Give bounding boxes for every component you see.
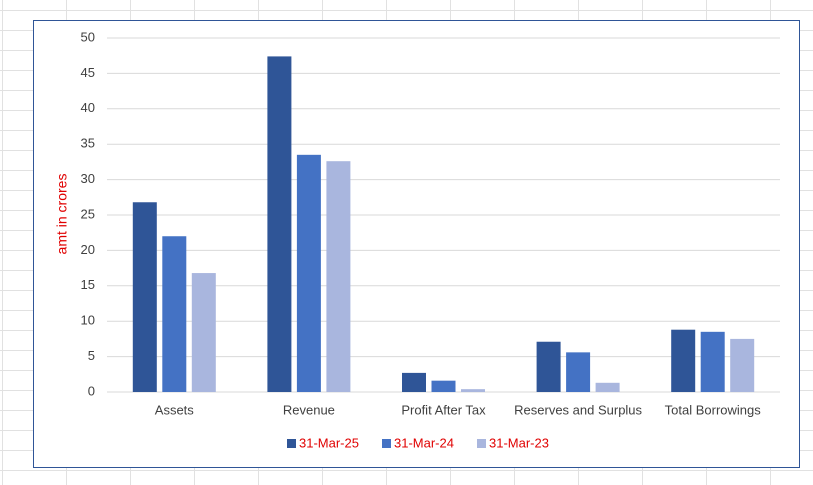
y-tick-label: 5 [88,348,95,363]
bar [536,341,561,392]
x-tick-label: Revenue [283,402,335,417]
bar [671,329,696,392]
bar [296,154,321,392]
y-tick-label: 20 [81,242,95,257]
y-tick-label: 40 [81,100,95,115]
legend-label: 31-Mar-25 [299,435,359,450]
bar [267,56,292,393]
y-tick-label: 15 [81,277,95,292]
y-tick-label: 45 [81,65,95,80]
legend-swatch [477,439,486,448]
legend-swatch [287,439,296,448]
x-tick-label: Reserves and Surplus [514,402,642,417]
bar [461,389,485,392]
bar [162,236,187,392]
bar [730,338,755,392]
y-tick-label: 30 [81,171,95,186]
x-tick-label: Total Borrowings [665,402,762,417]
x-tick-label: Profit After Tax [401,402,486,417]
legend-label: 31-Mar-24 [394,435,454,450]
y-tick-label: 10 [81,313,95,328]
y-tick-label: 50 [81,29,95,44]
y-axis-label: amt in crores [54,174,70,255]
y-tick-label: 0 [88,383,95,398]
x-tick-label: Assets [155,402,195,417]
legend-swatch [382,439,391,448]
y-tick-label: 25 [81,206,95,221]
bar [132,202,157,392]
bar [402,372,426,392]
bar [191,273,216,392]
bar [566,352,591,392]
bar [595,382,620,392]
y-tick-label: 35 [81,136,95,151]
bar [326,161,351,392]
legend-label: 31-Mar-23 [489,435,549,450]
bar [700,331,725,392]
bar [431,380,456,392]
chart-frame [33,20,800,468]
